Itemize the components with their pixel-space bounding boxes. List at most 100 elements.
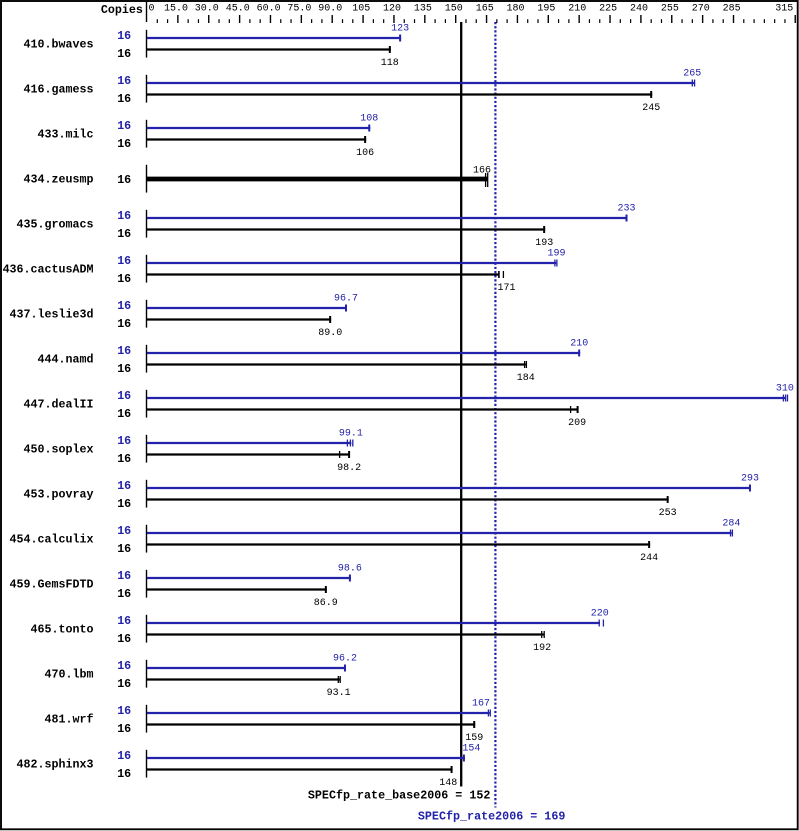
svg-text:16: 16 [117, 227, 131, 241]
svg-text:16: 16 [117, 299, 131, 313]
svg-text:75.0: 75.0 [287, 4, 311, 15]
svg-text:244: 244 [640, 553, 658, 564]
svg-text:0: 0 [149, 4, 155, 15]
svg-text:106: 106 [356, 148, 374, 159]
svg-text:16: 16 [117, 389, 131, 403]
svg-text:180: 180 [506, 4, 524, 15]
svg-text:16: 16 [117, 137, 131, 151]
svg-text:96.7: 96.7 [334, 294, 358, 305]
svg-text:270: 270 [692, 4, 710, 15]
svg-text:435.gromacs: 435.gromacs [17, 218, 94, 232]
svg-text:171: 171 [497, 283, 515, 294]
svg-text:105: 105 [352, 4, 370, 15]
svg-text:245: 245 [642, 103, 660, 114]
svg-text:16: 16 [117, 704, 131, 718]
svg-text:SPECfp_rate_base2006 = 152: SPECfp_rate_base2006 = 152 [308, 789, 491, 803]
svg-text:454.calculix: 454.calculix [10, 533, 94, 547]
svg-text:16: 16 [117, 677, 131, 691]
svg-text:148: 148 [439, 778, 457, 789]
svg-text:108: 108 [360, 114, 378, 125]
svg-text:16: 16 [117, 119, 131, 133]
svg-text:293: 293 [741, 474, 759, 485]
svg-text:90.0: 90.0 [318, 4, 342, 15]
svg-text:315: 315 [775, 4, 793, 15]
svg-text:481.wrf: 481.wrf [45, 713, 94, 727]
svg-text:240: 240 [630, 4, 648, 15]
svg-text:SPECfp_rate2006 = 169: SPECfp_rate2006 = 169 [418, 810, 566, 824]
svg-text:210: 210 [570, 339, 588, 350]
svg-text:159: 159 [465, 733, 483, 744]
svg-text:16: 16 [117, 407, 131, 421]
svg-text:165: 165 [476, 4, 494, 15]
svg-text:154: 154 [462, 744, 480, 755]
svg-text:93.1: 93.1 [327, 688, 351, 699]
svg-text:16: 16 [117, 362, 131, 376]
svg-text:447.dealII: 447.dealII [24, 398, 94, 412]
svg-text:436.cactusADM: 436.cactusADM [3, 263, 94, 277]
svg-text:Copies: Copies [101, 3, 143, 17]
svg-text:30.0: 30.0 [195, 4, 219, 15]
svg-text:98.2: 98.2 [337, 463, 361, 474]
svg-text:16: 16 [117, 209, 131, 223]
svg-text:166: 166 [473, 165, 491, 176]
svg-text:16: 16 [117, 344, 131, 358]
svg-text:437.leslie3d: 437.leslie3d [10, 308, 94, 322]
svg-text:16: 16 [117, 632, 131, 646]
svg-text:16: 16 [117, 74, 131, 88]
svg-text:16: 16 [117, 569, 131, 583]
svg-text:284: 284 [722, 519, 740, 530]
svg-text:433.milc: 433.milc [38, 128, 94, 142]
svg-text:123: 123 [391, 24, 409, 35]
svg-text:210: 210 [568, 4, 586, 15]
svg-text:16: 16 [117, 497, 131, 511]
svg-text:16: 16 [117, 479, 131, 493]
svg-text:265: 265 [683, 69, 701, 80]
svg-text:15.0: 15.0 [164, 4, 188, 15]
svg-text:16: 16 [117, 452, 131, 466]
svg-text:118: 118 [381, 58, 399, 69]
svg-text:470.lbm: 470.lbm [45, 668, 94, 682]
svg-text:209: 209 [568, 418, 586, 429]
svg-text:16: 16 [117, 722, 131, 736]
svg-text:89.0: 89.0 [318, 328, 342, 339]
svg-text:310: 310 [776, 384, 794, 395]
svg-text:135: 135 [414, 4, 432, 15]
svg-text:450.soplex: 450.soplex [24, 443, 94, 457]
svg-text:16: 16 [117, 749, 131, 763]
svg-text:233: 233 [617, 204, 635, 215]
svg-text:193: 193 [535, 238, 553, 249]
svg-text:453.povray: 453.povray [24, 488, 94, 502]
svg-text:444.namd: 444.namd [38, 353, 94, 367]
svg-text:16: 16 [117, 317, 131, 331]
svg-text:199: 199 [547, 249, 565, 260]
svg-text:45.0: 45.0 [226, 4, 250, 15]
svg-text:150: 150 [445, 4, 463, 15]
svg-text:16: 16 [117, 659, 131, 673]
svg-text:434.zeusmp: 434.zeusmp [24, 173, 94, 187]
svg-text:16: 16 [117, 272, 131, 286]
svg-text:255: 255 [661, 4, 679, 15]
svg-text:99.1: 99.1 [339, 429, 363, 440]
svg-text:16: 16 [117, 92, 131, 106]
svg-text:16: 16 [117, 614, 131, 628]
svg-text:416.gamess: 416.gamess [24, 83, 94, 97]
svg-text:120: 120 [383, 4, 401, 15]
svg-text:459.GemsFDTD: 459.GemsFDTD [10, 578, 94, 592]
svg-text:285: 285 [723, 4, 741, 15]
svg-text:184: 184 [517, 373, 535, 384]
svg-text:225: 225 [599, 4, 617, 15]
svg-text:220: 220 [591, 609, 609, 620]
svg-text:96.2: 96.2 [333, 654, 357, 665]
svg-text:86.9: 86.9 [314, 598, 338, 609]
svg-text:192: 192 [533, 643, 551, 654]
svg-text:60.0: 60.0 [257, 4, 281, 15]
svg-text:16: 16 [117, 173, 131, 187]
svg-text:482.sphinx3: 482.sphinx3 [17, 758, 94, 772]
svg-text:16: 16 [117, 254, 131, 268]
svg-text:253: 253 [659, 508, 677, 519]
svg-text:16: 16 [117, 29, 131, 43]
svg-text:16: 16 [117, 524, 131, 538]
svg-text:98.6: 98.6 [338, 564, 362, 575]
svg-text:410.bwaves: 410.bwaves [24, 38, 94, 52]
svg-text:16: 16 [117, 47, 131, 61]
